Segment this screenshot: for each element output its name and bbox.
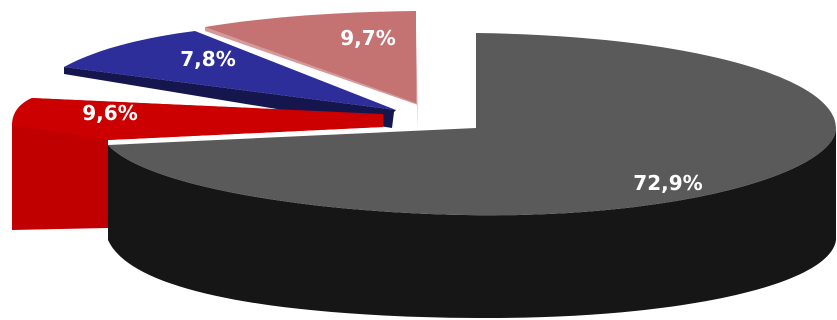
slice-9-6	[12, 98, 383, 140]
data-label-9-6: 9,6%	[82, 101, 137, 125]
data-label-72-9: 72,9%	[633, 171, 702, 195]
data-labels-layer: 72,9% 9,6% 7,8% 9,7%	[82, 26, 702, 195]
slice-7-8	[64, 31, 396, 110]
slice-side-72-9	[108, 128, 836, 318]
slice-tops-layer	[12, 11, 836, 216]
data-label-7-8: 7,8%	[180, 47, 235, 71]
slice-9-7	[205, 11, 416, 103]
data-label-9-7: 9,7%	[340, 26, 395, 50]
slice-72-9	[108, 33, 836, 216]
